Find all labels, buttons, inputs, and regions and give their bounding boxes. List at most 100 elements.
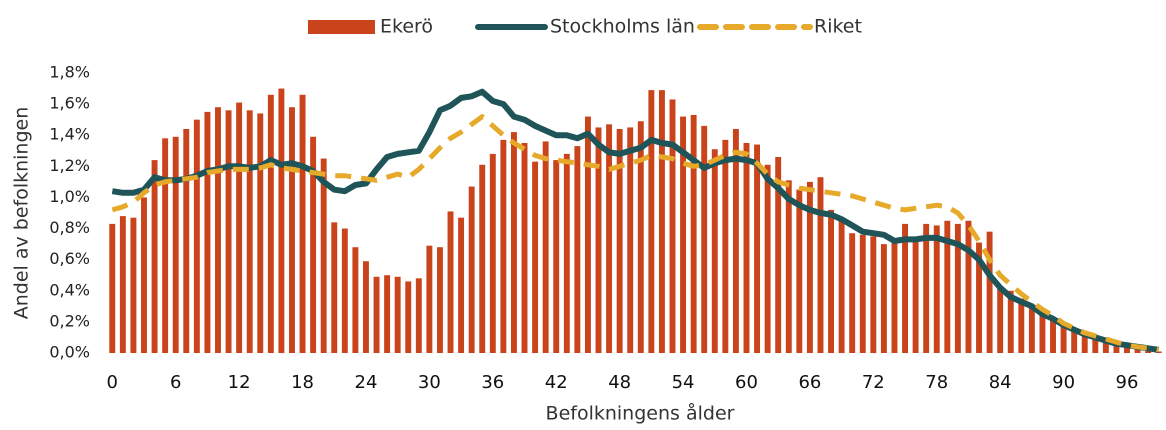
bar bbox=[754, 144, 761, 353]
x-tick-label: 0 bbox=[107, 372, 118, 393]
bar bbox=[912, 241, 919, 353]
bar bbox=[648, 90, 655, 353]
legend-label: Stockholms län bbox=[550, 16, 695, 38]
bar bbox=[1039, 311, 1046, 353]
bar bbox=[363, 261, 369, 353]
bar bbox=[1081, 334, 1088, 353]
x-tick-label: 84 bbox=[989, 372, 1012, 393]
x-tick-label: 78 bbox=[925, 372, 948, 393]
bar bbox=[352, 247, 359, 353]
x-tick-label: 24 bbox=[355, 372, 378, 393]
bar bbox=[563, 153, 570, 353]
bar bbox=[817, 177, 824, 353]
bar bbox=[151, 160, 158, 353]
bar bbox=[806, 181, 813, 353]
bar bbox=[193, 119, 200, 354]
bar bbox=[257, 113, 264, 353]
bar bbox=[109, 223, 116, 353]
bar bbox=[1092, 337, 1099, 353]
bar bbox=[1113, 343, 1120, 353]
bar bbox=[521, 143, 528, 353]
bar bbox=[225, 110, 232, 353]
bar bbox=[838, 220, 845, 353]
bar bbox=[532, 161, 539, 353]
bar bbox=[828, 209, 835, 353]
x-tick-label: 54 bbox=[672, 372, 695, 393]
bar bbox=[637, 121, 644, 353]
y-tick-label: 1,0% bbox=[49, 187, 90, 206]
bar bbox=[870, 236, 877, 353]
bar bbox=[743, 143, 750, 353]
bar bbox=[489, 153, 496, 353]
x-tick-label: 48 bbox=[608, 372, 631, 393]
y-tick-label: 0,0% bbox=[49, 343, 90, 362]
bar bbox=[278, 88, 285, 354]
bar bbox=[606, 124, 613, 353]
bar bbox=[1007, 290, 1014, 353]
y-tick-label: 1,4% bbox=[49, 125, 90, 144]
bar bbox=[859, 234, 866, 353]
x-tick-label: 90 bbox=[1052, 372, 1075, 393]
bar bbox=[172, 136, 179, 353]
y-tick-label: 1,8% bbox=[49, 63, 90, 82]
bar bbox=[669, 99, 676, 353]
x-tick-label: 60 bbox=[735, 372, 758, 393]
bar bbox=[320, 158, 327, 353]
bar bbox=[542, 141, 549, 353]
bar bbox=[785, 180, 792, 353]
bar bbox=[426, 245, 433, 353]
bar bbox=[732, 129, 739, 353]
bar bbox=[965, 220, 972, 353]
bar bbox=[1102, 340, 1109, 353]
bar bbox=[162, 138, 169, 353]
bar bbox=[1060, 325, 1067, 353]
bar bbox=[711, 149, 718, 353]
bar bbox=[923, 223, 930, 353]
bar bbox=[574, 146, 581, 353]
bar bbox=[500, 139, 507, 353]
bar bbox=[986, 231, 993, 353]
bar bbox=[447, 211, 454, 353]
y-tick-label: 0,2% bbox=[49, 311, 90, 330]
y-tick-label: 0,4% bbox=[49, 280, 90, 299]
line bbox=[111, 114, 1160, 353]
y-axis-title: Andel av befolkningen bbox=[11, 107, 33, 320]
bar bbox=[891, 241, 898, 353]
bar bbox=[183, 129, 190, 353]
bar bbox=[1071, 331, 1078, 353]
bar bbox=[405, 281, 412, 353]
bar bbox=[1050, 318, 1056, 353]
bar bbox=[236, 102, 243, 353]
bar bbox=[479, 164, 486, 353]
bar bbox=[933, 225, 940, 353]
bar bbox=[690, 115, 697, 353]
bar bbox=[373, 276, 380, 353]
y-tick-label: 0,6% bbox=[49, 249, 90, 268]
legend-label: Riket bbox=[814, 16, 862, 38]
bar bbox=[1145, 349, 1152, 353]
x-tick-label: 96 bbox=[1116, 372, 1139, 393]
bar bbox=[902, 223, 908, 353]
bar bbox=[954, 223, 961, 353]
bar bbox=[299, 94, 306, 354]
bar bbox=[627, 127, 634, 353]
legend-swatch bbox=[308, 20, 375, 34]
bar bbox=[775, 157, 782, 353]
x-tick-label: 12 bbox=[228, 372, 251, 393]
bar bbox=[595, 127, 602, 353]
bar bbox=[458, 217, 465, 353]
x-tick-label: 42 bbox=[545, 372, 568, 393]
bar bbox=[246, 110, 253, 353]
bar bbox=[1028, 304, 1035, 353]
bar bbox=[215, 107, 221, 353]
bar bbox=[331, 222, 338, 353]
bar bbox=[616, 129, 623, 353]
bar bbox=[130, 217, 137, 353]
bar bbox=[680, 116, 687, 353]
bar bbox=[141, 197, 147, 353]
y-tick-label: 1,2% bbox=[49, 156, 90, 175]
bar bbox=[1155, 351, 1162, 353]
bar bbox=[849, 233, 856, 353]
bar bbox=[468, 186, 475, 353]
